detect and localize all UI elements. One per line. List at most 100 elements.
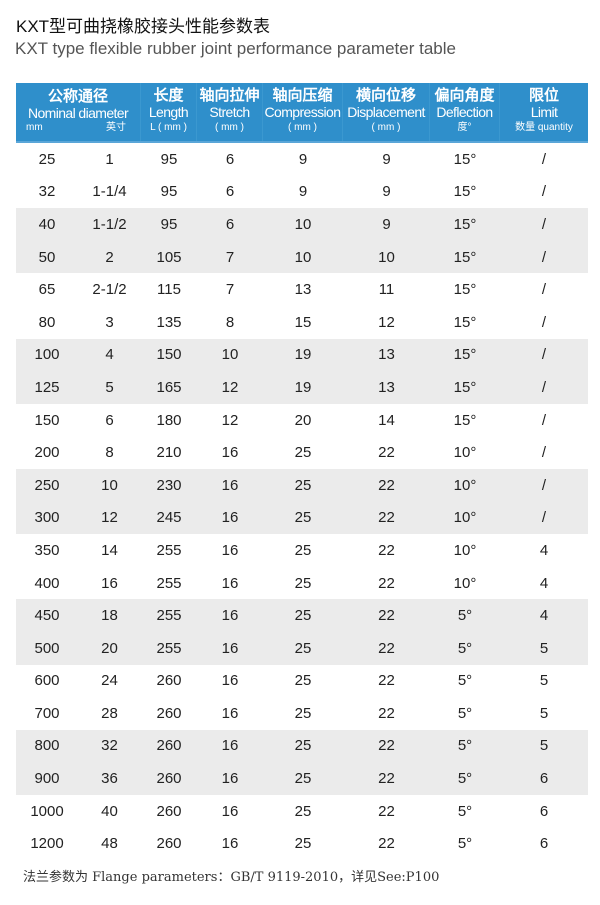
cell-length: 255 [156,541,182,559]
cell-deflection: 10° [453,509,477,527]
cell-stretch: 10 [221,346,239,364]
cell-nominal-inch: 1-1/2 [92,215,127,233]
cell-nominal-mm: 250 [34,476,60,494]
cell-displacement: 22 [378,444,395,462]
header-mm: mm [26,122,43,133]
header-en: Nominal diameter [27,105,129,121]
cell-nominal-inch: 16 [101,574,118,592]
cell-limit: / [541,215,547,233]
cell-stretch: 16 [221,835,239,853]
cell-deflection: 10° [453,476,477,494]
header-unit: L ( mm ) [150,122,187,133]
cell-compression: 25 [294,476,312,494]
cell-deflection: 15° [453,281,477,299]
table-row: 150 6 180 12 20 14 15° / [16,404,588,437]
cell-stretch: 16 [221,672,239,690]
table-row: 1000 40 260 16 25 22 5° 6 [16,795,588,828]
cell-compression: 10 [294,215,312,233]
cell-stretch: 16 [221,509,239,527]
title-cn: KXT型可曲挠橡胶接头性能参数表 [16,17,271,36]
header-cn: 公称通径 [47,88,108,105]
cell-nominal-inch: 24 [101,672,118,690]
cell-nominal-inch: 8 [105,444,114,462]
cell-stretch: 16 [221,476,239,494]
cell-nominal-inch: 10 [101,476,118,494]
cell-compression: 25 [294,737,312,755]
cell-displacement: 13 [378,378,395,396]
cell-displacement: 22 [378,770,395,788]
header-cn: 偏向角度 [434,87,495,104]
cell-length: 260 [156,704,182,722]
cell-nominal-mm: 25 [38,150,56,168]
cell-nominal-mm: 300 [34,509,60,527]
cell-length: 165 [156,378,182,396]
cell-deflection: 15° [453,183,477,201]
table-row: 700 28 260 16 25 22 5° 5 [16,697,588,730]
cell-deflection: 15° [453,346,477,364]
header-en: Compression [264,104,341,120]
cell-compression: 25 [294,444,312,462]
cell-nominal-inch: 1-1/4 [92,183,127,201]
table-row: 50 2 105 7 10 10 15° / [16,240,588,274]
header-length: 长度 Length L ( mm ) [141,83,197,141]
cell-displacement: 22 [378,574,395,592]
cell-limit: 5 [539,704,549,722]
cell-limit: / [541,183,547,201]
header-unit: ( mm ) [215,122,244,133]
cell-length: 105 [156,248,182,266]
cell-compression: 25 [294,541,312,559]
cell-nominal-mm: 80 [38,313,56,331]
cell-deflection: 15° [453,150,477,168]
cell-compression: 15 [294,313,312,331]
cell-nominal-mm: 600 [34,672,60,690]
cell-stretch: 16 [221,770,239,788]
cell-length: 260 [156,835,182,853]
table-row: 1200 48 260 16 25 22 5° 6 [16,827,588,860]
cell-nominal-mm: 1000 [30,802,64,820]
table-row: 500 20 255 16 25 22 5° 5 [16,631,588,665]
cell-compression: 10 [294,248,312,266]
cell-compression: 13 [294,281,312,299]
cell-length: 230 [156,476,182,494]
table-row: 80 3 135 8 15 12 15° / [16,306,588,339]
cell-limit: 4 [539,574,549,592]
cell-limit: / [541,281,547,299]
header-en: Limit [530,104,558,120]
cell-nominal-mm: 900 [34,770,60,788]
cell-nominal-mm: 400 [34,574,60,592]
cell-nominal-mm: 800 [34,737,60,755]
cell-stretch: 6 [225,150,235,168]
cell-nominal-mm: 100 [34,346,60,364]
parameter-table: 公称通径 Nominal diameter mm 英寸 长度 Length L ( m… [16,83,588,860]
header-en: Displacement [347,104,425,120]
cell-deflection: 5° [457,835,473,853]
footer-note: 法兰参数为 Flange parameters：GB/T 9119-2010，详… [23,870,440,885]
cell-deflection: 15° [453,411,477,429]
header-subcolumns: mm 英寸 [16,121,140,135]
cell-length: 150 [156,346,182,364]
cell-displacement: 9 [382,183,391,201]
header-unit: 数量 quantity [515,122,573,133]
header-displacement: 横向位移 Displacement ( mm ) [343,83,430,141]
cell-displacement: 12 [378,313,395,331]
cell-compression: 25 [294,835,312,853]
cell-displacement: 22 [378,802,395,820]
cell-compression: 25 [294,672,312,690]
cell-stretch: 16 [221,802,239,820]
cell-nominal-inch: 4 [105,346,114,364]
cell-displacement: 22 [378,607,395,625]
cell-compression: 9 [298,183,308,201]
cell-nominal-mm: 65 [38,281,56,299]
cell-displacement: 9 [382,150,391,168]
table-row: 600 24 260 16 25 22 5° 5 [16,665,588,698]
cell-length: 95 [160,215,178,233]
cell-limit: 6 [539,802,549,820]
cell-displacement: 14 [378,411,395,429]
cell-nominal-inch: 20 [101,639,118,657]
cell-limit: / [541,444,547,462]
table-header: 公称通径 Nominal diameter mm 英寸 长度 Length L ( m… [16,83,588,143]
table-row: 25 1 95 6 9 9 15° / [16,143,588,176]
cell-stretch: 16 [221,607,239,625]
header-unit: 度° [457,122,472,133]
cell-length: 260 [156,672,182,690]
